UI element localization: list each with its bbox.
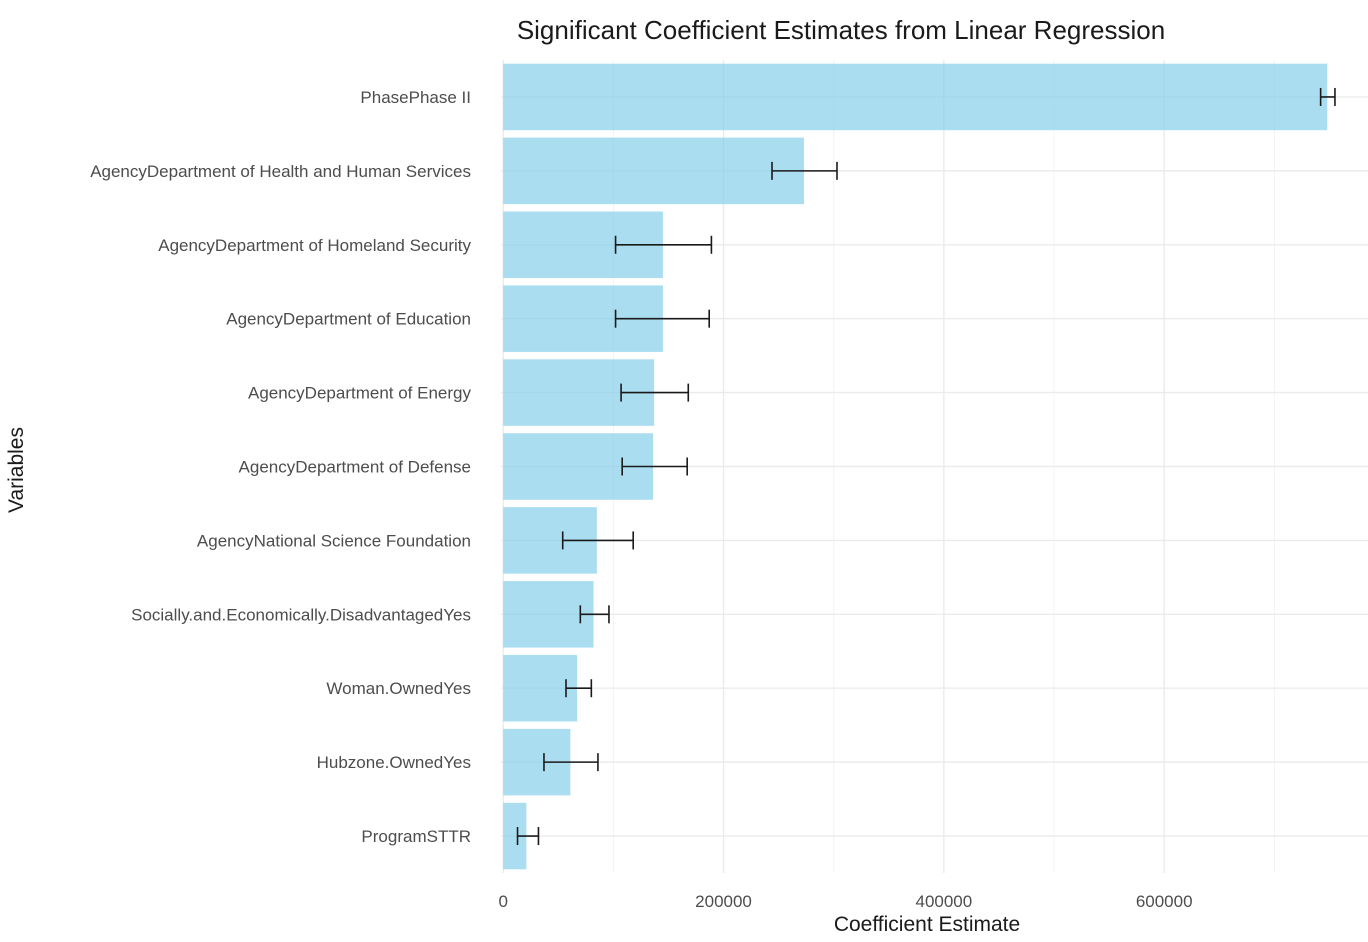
category-label: AgencyDepartment of Health and Human Ser… <box>90 162 471 181</box>
x-tick-label: 600000 <box>1136 892 1193 911</box>
category-label: AgencyDepartment of Education <box>226 310 471 329</box>
chart-title: Significant Coefficient Estimates from L… <box>517 15 1165 45</box>
category-label: AgencyDepartment of Defense <box>239 458 471 477</box>
x-axis-title: Coefficient Estimate <box>834 913 1020 936</box>
bar <box>503 137 804 205</box>
x-tick-labels: 0 200000 400000 600000 <box>498 892 1192 911</box>
y-axis-title: Variables <box>5 427 28 513</box>
x-tick-label: 0 <box>498 892 507 911</box>
bar <box>503 581 594 648</box>
category-label: ProgramSTTR <box>361 827 471 846</box>
category-label: Woman.OwnedYes <box>326 679 471 698</box>
category-label: AgencyNational Science Foundation <box>197 531 471 550</box>
error-bars-layer <box>516 87 1336 846</box>
x-tick-label: 400000 <box>915 892 972 911</box>
category-labels: PhasePhase II AgencyDepartment of Health … <box>90 88 471 846</box>
x-tick-label: 200000 <box>695 892 752 911</box>
category-label: Socially.and.Economically.DisadvantagedY… <box>131 605 471 624</box>
category-label: PhasePhase II <box>360 88 471 107</box>
category-label: AgencyDepartment of Energy <box>248 384 472 403</box>
bar <box>503 63 1328 131</box>
category-label: Hubzone.OwnedYes <box>317 753 471 772</box>
category-label: AgencyDepartment of Homeland Security <box>158 236 471 255</box>
bar <box>503 802 527 870</box>
bar <box>503 654 578 722</box>
